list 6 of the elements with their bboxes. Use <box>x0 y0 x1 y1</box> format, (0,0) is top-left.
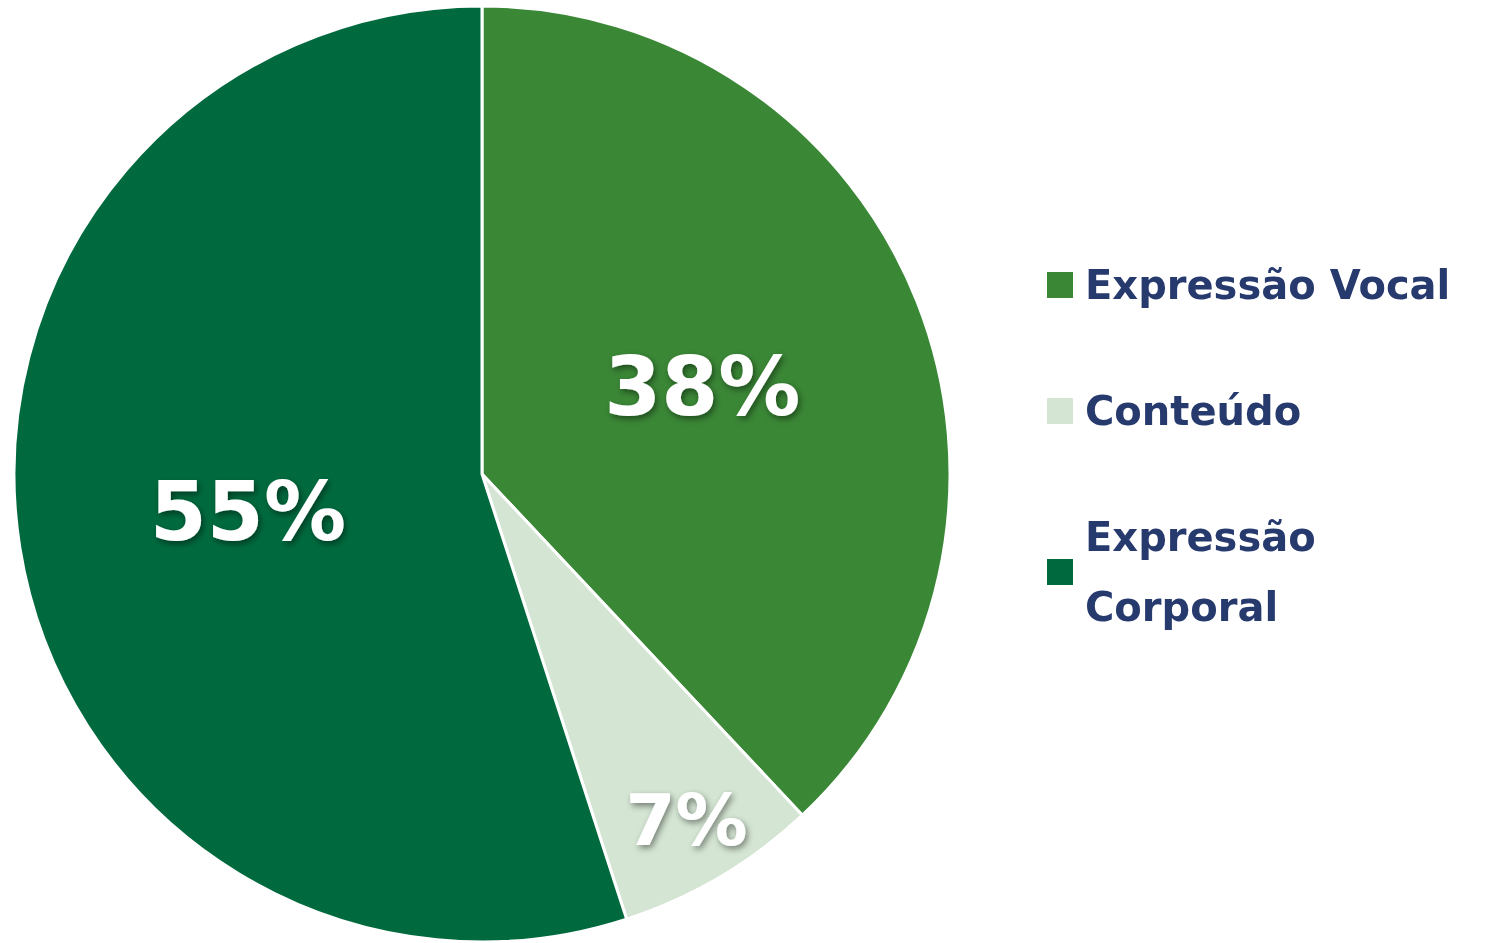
data-label: 55% <box>149 463 347 559</box>
legend-label: Expressão Vocal <box>1085 262 1451 308</box>
data-label: 38% <box>604 339 801 435</box>
legend-label: Expressão Corporal <box>1085 514 1330 630</box>
data-label: 7% <box>625 778 748 863</box>
legend-label: Conteúdo <box>1085 388 1302 434</box>
